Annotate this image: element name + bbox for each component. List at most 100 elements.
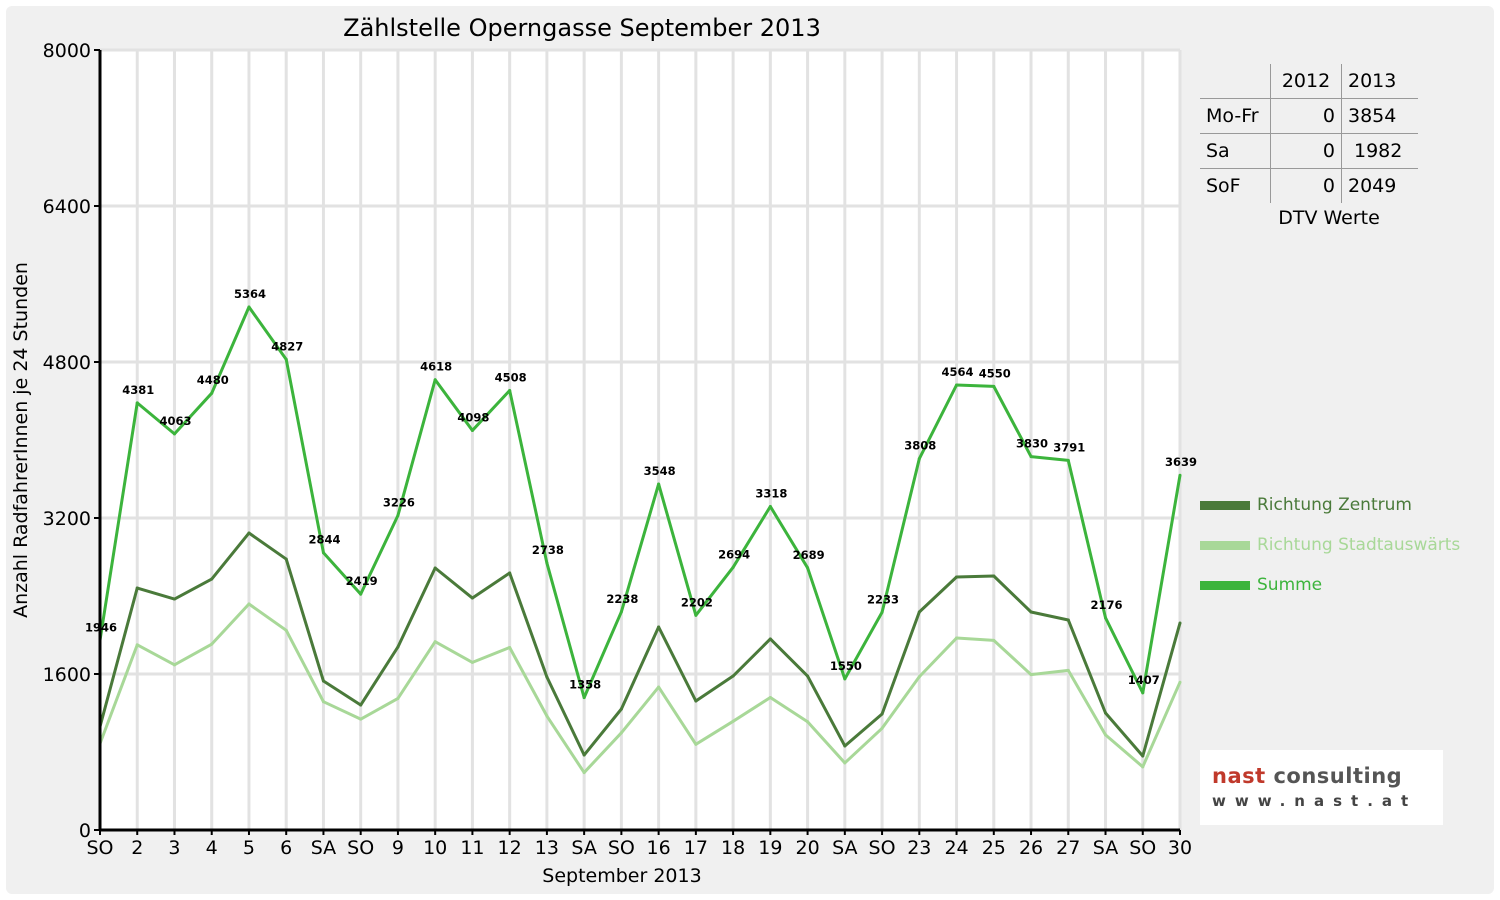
data-point	[321, 551, 325, 555]
x-tick-label: SO	[86, 837, 113, 859]
data-point	[694, 613, 698, 617]
x-tick-label: 24	[944, 837, 968, 859]
data-label: 3791	[1053, 440, 1085, 454]
data-label: 3808	[904, 439, 936, 453]
data-point	[880, 712, 884, 716]
data-point	[1178, 680, 1182, 684]
y-tick-label: 4800	[43, 352, 91, 374]
x-tick-label: 6	[280, 837, 292, 859]
y-tick-label: 8000	[43, 40, 91, 62]
data-point	[917, 457, 921, 461]
data-label: 4618	[420, 360, 452, 374]
data-point	[284, 357, 288, 361]
data-point	[768, 637, 772, 641]
data-point	[470, 660, 474, 664]
row-label: Sa	[1200, 133, 1271, 169]
data-point	[843, 761, 847, 765]
nast-consulting-logo: nast consulting www.nast.at	[1200, 750, 1443, 825]
x-tick-label: SA	[571, 837, 596, 859]
data-point	[955, 575, 959, 579]
data-point	[1029, 610, 1033, 614]
x-tick-label: 9	[392, 837, 404, 859]
x-tick-label: 5	[243, 837, 255, 859]
data-point	[396, 513, 400, 517]
data-point	[843, 677, 847, 681]
data-label: 4550	[979, 366, 1011, 380]
data-point	[321, 679, 325, 683]
data-point	[619, 610, 623, 614]
series-line-summe	[98, 305, 1182, 700]
data-label: 2202	[681, 595, 713, 609]
data-point	[917, 675, 921, 679]
data-point	[508, 388, 512, 392]
data-label: 1358	[569, 678, 601, 692]
data-point	[992, 384, 996, 388]
header-2012: 2012	[1270, 64, 1342, 99]
x-tick-label: 11	[460, 837, 484, 859]
data-label: 2233	[867, 592, 899, 606]
data-point	[806, 720, 810, 724]
data-label: 1407	[1128, 673, 1160, 687]
data-point	[210, 577, 214, 581]
data-point	[210, 391, 214, 395]
data-point	[545, 714, 549, 718]
data-point	[508, 571, 512, 575]
dtv-caption: DTV Werte	[1278, 207, 1380, 229]
data-point	[992, 574, 996, 578]
data-label: 2238	[606, 592, 638, 606]
legend-swatch	[1200, 540, 1250, 550]
data-point	[1104, 616, 1108, 620]
data-point	[1104, 733, 1108, 737]
data-point	[1141, 691, 1145, 695]
x-tick-label: SA	[311, 837, 336, 859]
data-point	[1178, 621, 1182, 625]
plot-area	[100, 50, 1180, 830]
value-2012: 0	[1270, 98, 1342, 134]
legend-label: Richtung Stadtauswärts	[1257, 535, 1461, 555]
data-point	[768, 504, 772, 508]
x-tick-label: 17	[684, 837, 708, 859]
x-tick-label: 4	[206, 837, 218, 859]
x-tick-label: SO	[608, 837, 635, 859]
y-axis-label: Anzahl RadfahrerInnen je 24 Stunden	[10, 262, 32, 618]
data-point	[619, 707, 623, 711]
x-tick-label: 26	[1019, 837, 1043, 859]
data-label: 3830	[1016, 437, 1048, 451]
data-label: 4827	[271, 339, 303, 353]
data-point	[731, 565, 735, 569]
legend-label: Richtung Zentrum	[1257, 495, 1412, 515]
data-point	[731, 719, 735, 723]
data-point	[284, 557, 288, 561]
data-point	[694, 699, 698, 703]
x-tick-label: 20	[795, 837, 819, 859]
data-point	[694, 742, 698, 746]
data-point	[247, 602, 251, 606]
data-label: 4480	[197, 373, 229, 387]
data-point	[396, 696, 400, 700]
data-label: 3318	[755, 486, 787, 500]
data-point	[657, 685, 661, 689]
data-label: 2176	[1091, 598, 1123, 612]
legend-swatch	[1200, 500, 1250, 510]
x-tick-label: 27	[1056, 837, 1080, 859]
data-point	[992, 638, 996, 642]
data-point	[172, 597, 176, 601]
value-2013: 1982	[1341, 133, 1418, 169]
y-tick-label: 6400	[43, 196, 91, 218]
data-point	[470, 596, 474, 600]
data-point	[1141, 765, 1145, 769]
data-label: 2738	[532, 543, 564, 557]
value-2013: 2049	[1341, 168, 1418, 203]
data-point	[731, 674, 735, 678]
data-point	[545, 675, 549, 679]
dtv-table: 2012 2013 Mo-Fr 0 3854 Sa 0 1982 SoF 0 2…	[1200, 64, 1418, 229]
x-tick-label: 18	[721, 837, 745, 859]
data-point	[619, 731, 623, 735]
data-label: 2844	[308, 533, 340, 547]
header-2013: 2013	[1348, 70, 1397, 92]
legend-label: Summe	[1257, 575, 1323, 595]
data-point	[135, 586, 139, 590]
data-point	[172, 432, 176, 436]
data-point	[1066, 458, 1070, 462]
